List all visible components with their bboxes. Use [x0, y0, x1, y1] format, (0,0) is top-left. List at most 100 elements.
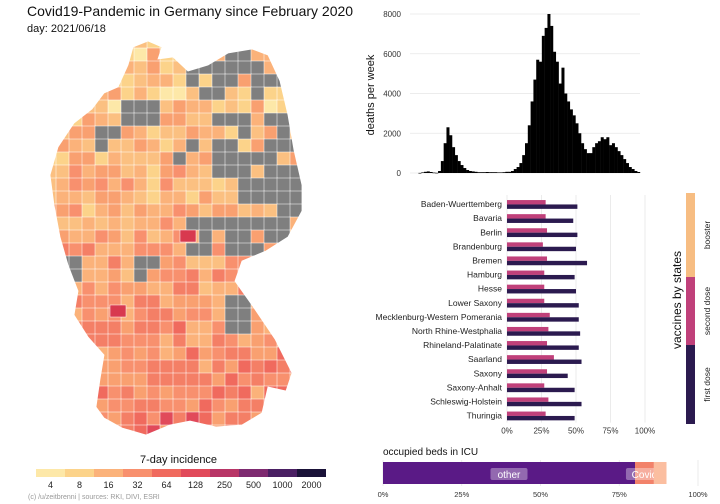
vacc-bar-second-dose: [507, 214, 546, 219]
icu-segment: [635, 462, 654, 484]
deaths-bar: [564, 93, 568, 173]
deaths-bar: [589, 153, 593, 173]
deaths-per-week-chart: 0 2000 4000 6000 8000 deaths per week: [365, 10, 641, 178]
deaths-bar: [623, 159, 627, 173]
deaths-bar: [611, 143, 615, 173]
deaths-bar: [508, 171, 512, 173]
vacc-bar-first-dose: [507, 359, 582, 364]
icu-x-tick: 100%: [688, 490, 708, 499]
vacc-bar-second-dose: [507, 326, 549, 332]
vacc-x-tick: 100%: [635, 427, 655, 436]
vacc-bar-second-dose: [507, 355, 554, 360]
legend-tick-label: 8: [77, 480, 82, 490]
deaths-bar: [569, 109, 573, 173]
legend-tick-label: 16: [103, 480, 113, 490]
vacc-state-label: Mecklenburg-Western Pomerania: [376, 312, 503, 322]
icu-x-tick: 75%: [612, 490, 627, 499]
deaths-bar: [496, 172, 500, 174]
icu-x-tick: 0%: [378, 490, 389, 499]
district-cell: [179, 229, 197, 243]
deaths-bar: [474, 171, 478, 173]
vacc-bar-first-dose: [507, 218, 574, 223]
deaths-bar: [539, 61, 543, 174]
deaths-bar: [477, 172, 481, 173]
icu-segment: [653, 462, 667, 484]
legend-tick-label: 32: [132, 480, 142, 490]
deaths-bar: [443, 143, 447, 173]
deaths-bar: [452, 147, 456, 173]
germany-incidence-map: [49, 40, 303, 436]
vaccination-legend-title: vaccines by states: [670, 251, 684, 349]
vacc-state-label: Bavaria: [473, 213, 502, 223]
vacc-bar-first-dose: [507, 289, 576, 294]
deaths-bar: [536, 59, 540, 173]
icu-x-tick: 25%: [454, 490, 469, 499]
vaccination-legend: booster second dose first dose vaccines by…: [670, 193, 712, 424]
deaths-bar: [575, 123, 579, 173]
vacc-bar-first-dose: [507, 415, 575, 421]
vacc-bar-second-dose: [507, 411, 546, 416]
icu-label-box: [490, 468, 528, 480]
deaths-bar: [603, 139, 607, 173]
vacc-bar-first-dose: [507, 331, 581, 336]
map-legend: 4 8 16 32 64 128 250 500 1000 2000: [36, 469, 326, 490]
map-legend-title: 7-day incidence: [140, 454, 218, 466]
deaths-bar: [519, 163, 523, 173]
deaths-bar: [527, 125, 531, 173]
vacc-bar-second-dose: [507, 270, 545, 275]
deaths-bar: [628, 167, 632, 173]
vacc-bar-second-dose: [507, 284, 545, 290]
deaths-bar: [631, 169, 635, 173]
deaths-bar: [424, 171, 428, 173]
deaths-y-tick: 8000: [383, 10, 401, 19]
icu-segment: [383, 462, 635, 484]
legend-swatch: [152, 469, 181, 477]
vacc-bar-first-dose: [507, 232, 578, 238]
vacc-state-label: Lower Saxony: [448, 298, 503, 308]
vacc-x-tick: 0%: [501, 427, 513, 436]
icu-segment-label: Covid: [632, 470, 658, 481]
vacc-state-label: Saarland: [468, 354, 502, 364]
deaths-y-tick: 2000: [383, 129, 401, 138]
deaths-bar: [533, 79, 537, 173]
deaths-bar: [505, 171, 509, 173]
deaths-bar: [429, 172, 433, 173]
deaths-bar: [491, 172, 495, 173]
deaths-bar: [435, 172, 439, 174]
icu-beds-chart: occupied beds in ICU other Covid 0% 25% 50%…: [378, 447, 708, 499]
germany-outline: [49, 40, 303, 436]
vacc-bar-second-dose: [507, 312, 550, 318]
legend-swatch: [36, 469, 65, 477]
vacc-bar-first-dose: [507, 345, 579, 350]
page-title: Covid19-Pandemic in Germany since Februa…: [27, 3, 354, 19]
vacc-bar-first-dose: [507, 274, 575, 280]
deaths-bar: [586, 153, 590, 173]
day-label: day: 2021/06/18: [27, 23, 106, 35]
deaths-bar: [510, 171, 514, 173]
deaths-bar: [426, 171, 430, 173]
deaths-bar: [617, 151, 621, 173]
deaths-bar: [634, 171, 638, 173]
deaths-y-tick: 0: [397, 169, 402, 178]
deaths-bar: [438, 171, 442, 173]
icu-segment-label: other: [498, 470, 521, 481]
vacc-legend-swatch: [686, 193, 695, 277]
deaths-bar: [592, 147, 596, 173]
vacc-legend-label: booster: [702, 221, 712, 250]
vacc-legend-label: first dose: [702, 367, 712, 402]
vacc-x-tick: 25%: [533, 427, 549, 436]
vacc-state-label: Saxony: [474, 368, 503, 378]
deaths-bar: [625, 163, 629, 173]
deaths-bar: [440, 161, 444, 173]
vacc-state-label: Hesse: [478, 284, 502, 294]
deaths-bar: [558, 83, 562, 173]
vacc-state-label: Rhineland-Palatinate: [423, 340, 502, 350]
deaths-bar: [446, 127, 450, 173]
deaths-bar: [553, 51, 557, 174]
icu-x-tick: 50%: [533, 490, 548, 499]
vacc-bar-second-dose: [507, 369, 548, 374]
deaths-bar: [581, 143, 585, 173]
deaths-bar: [454, 155, 458, 173]
vacc-bar-second-dose: [507, 200, 546, 205]
vacc-bar-second-dose: [507, 228, 548, 233]
